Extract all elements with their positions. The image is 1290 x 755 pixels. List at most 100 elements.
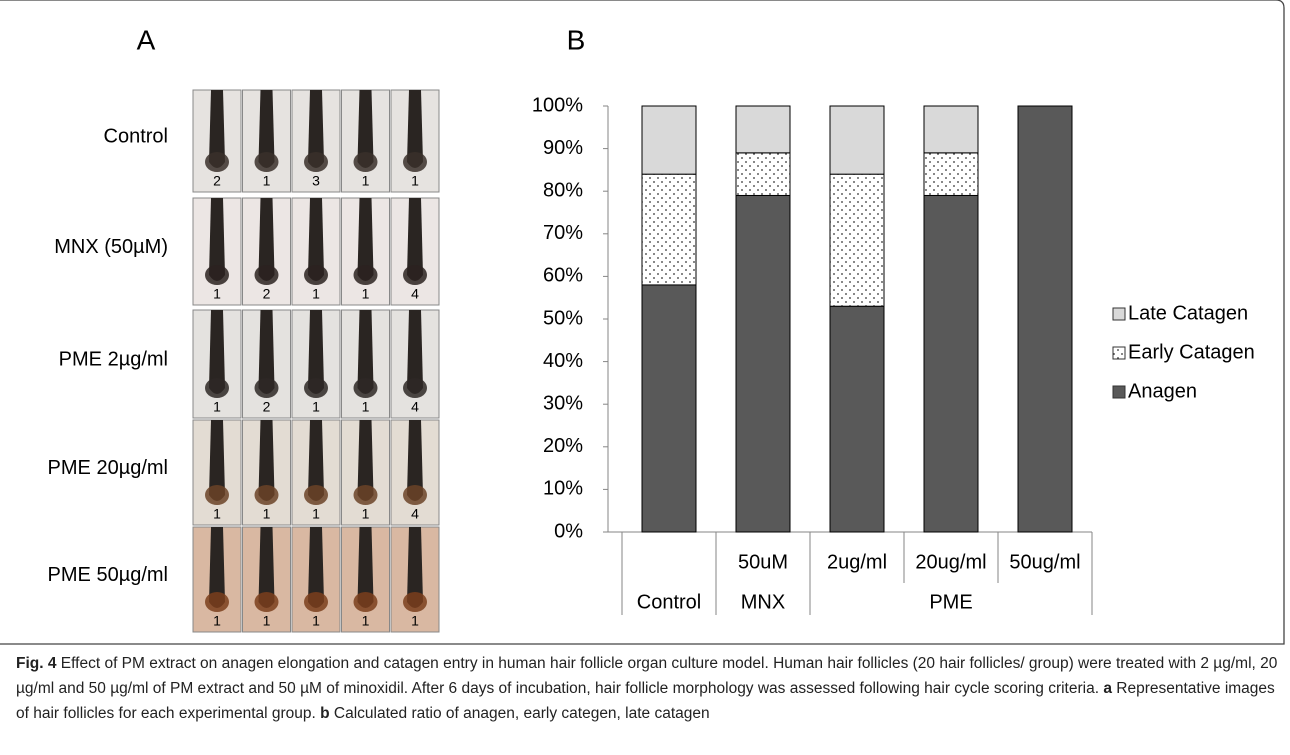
legend-swatch: [1113, 308, 1125, 320]
follicle-score: 1: [213, 399, 221, 415]
panel-label: B: [567, 24, 586, 55]
bar-segment: [736, 195, 790, 532]
follicle-score: 4: [411, 286, 419, 302]
y-tick-label: 20%: [543, 435, 583, 457]
bar-segment: [924, 195, 978, 532]
follicle-score: 4: [411, 506, 419, 522]
row-label: PME 20µg/ml: [48, 457, 168, 479]
follicle-score: 1: [263, 506, 271, 522]
follicle-bulb: [403, 265, 427, 285]
follicle-score: 1: [362, 173, 370, 189]
follicle-bulb: [205, 265, 229, 285]
y-tick-label: 40%: [543, 350, 583, 372]
figure: A B Control 2 1 3 1 1 MNX (50µM) 1 2 1 1 4 PME 2µg/m…: [0, 0, 1290, 650]
caption-marker: a: [1103, 680, 1112, 697]
caption: Fig. 4 Effect of PM extract on anagen el…: [16, 651, 1278, 726]
follicle-bulb: [403, 152, 427, 172]
caption-marker: b: [320, 705, 329, 722]
follicle-bulb: [354, 378, 378, 398]
x-group-label: MNX: [741, 591, 785, 613]
bar-segment: [642, 106, 696, 174]
follicle-score: 1: [263, 613, 271, 629]
y-tick-label: 0%: [554, 520, 583, 542]
follicle-score: 1: [312, 506, 320, 522]
y-tick-label: 60%: [543, 265, 583, 287]
follicle-score: 1: [411, 613, 419, 629]
bar-segment: [736, 153, 790, 196]
follicle-score: 1: [263, 173, 271, 189]
bar-segment: [642, 285, 696, 532]
follicle-bulb: [403, 592, 427, 612]
follicle-score: 1: [213, 613, 221, 629]
panel-a: Control 2 1 3 1 1 MNX (50µM) 1 2 1 1 4 PME 2µg/ml 1 2 1…: [48, 90, 439, 632]
follicle-score: 4: [411, 399, 419, 415]
follicle-score: 2: [263, 286, 271, 302]
legend-swatch: [1113, 386, 1125, 398]
bar-segment: [830, 174, 884, 306]
x-tick-label: 50ug/ml: [1009, 551, 1080, 573]
legend-label: Early Catagen: [1128, 341, 1255, 363]
follicle-bulb: [304, 378, 328, 398]
panel-label: A: [137, 24, 156, 55]
row-label: MNX (50µM): [54, 236, 168, 258]
follicle-bulb: [304, 265, 328, 285]
follicle-bulb: [354, 592, 378, 612]
follicle-bulb: [205, 152, 229, 172]
row-label: Control: [104, 125, 168, 147]
page: A B Control 2 1 3 1 1 MNX (50µM) 1 2 1 1 4 PME 2µg/m…: [0, 0, 1290, 755]
follicle-score: 2: [213, 173, 221, 189]
follicle-bulb: [354, 265, 378, 285]
x-group-label: Control: [637, 591, 701, 613]
legend-label: Anagen: [1128, 380, 1197, 402]
follicle-bulb: [255, 152, 279, 172]
follicle-bulb: [354, 485, 378, 505]
follicle-bulb: [255, 592, 279, 612]
follicle-bulb: [255, 265, 279, 285]
follicle-score: 1: [362, 613, 370, 629]
follicle-bulb: [403, 485, 427, 505]
y-tick-label: 70%: [543, 222, 583, 244]
follicle-score: 1: [362, 506, 370, 522]
follicle-score: 1: [411, 173, 419, 189]
follicle-bulb: [205, 378, 229, 398]
follicle-score: 1: [312, 613, 320, 629]
bar-segment: [736, 106, 790, 153]
follicle-bulb: [205, 592, 229, 612]
follicle-bulb: [255, 378, 279, 398]
bar-segment: [1018, 106, 1072, 532]
follicle-score: 1: [362, 286, 370, 302]
caption-label: Fig. 4: [16, 655, 56, 672]
follicle-bulb: [304, 592, 328, 612]
legend-swatch: [1113, 347, 1125, 359]
follicle-score: 1: [213, 506, 221, 522]
x-group-label: PME: [929, 591, 972, 613]
y-tick-label: 80%: [543, 179, 583, 201]
x-tick-label: 20ug/ml: [915, 551, 986, 573]
bar-segment: [830, 106, 884, 174]
bar-segment: [924, 106, 978, 153]
follicle-score: 1: [213, 286, 221, 302]
follicle-score: 1: [362, 399, 370, 415]
legend-label: Late Catagen: [1128, 302, 1248, 324]
follicle-score: 2: [263, 399, 271, 415]
follicle-bulb: [255, 485, 279, 505]
follicle-bulb: [354, 152, 378, 172]
follicle-bulb: [403, 378, 427, 398]
row-label: PME 50µg/ml: [48, 564, 168, 586]
follicle-score: 1: [312, 399, 320, 415]
caption-text: Calculated ratio of anagen, early catege…: [334, 705, 710, 722]
follicle-score: 3: [312, 173, 320, 189]
y-tick-label: 50%: [543, 307, 583, 329]
bar-segment: [642, 174, 696, 285]
row-label: PME 2µg/ml: [59, 348, 168, 370]
bar-segment: [830, 306, 884, 532]
y-tick-label: 10%: [543, 478, 583, 500]
bar-segment: [924, 153, 978, 196]
follicle-bulb: [304, 152, 328, 172]
follicle-bulb: [205, 485, 229, 505]
follicle-score: 1: [312, 286, 320, 302]
y-tick-label: 100%: [532, 94, 583, 116]
y-tick-label: 90%: [543, 137, 583, 159]
y-tick-label: 30%: [543, 392, 583, 414]
